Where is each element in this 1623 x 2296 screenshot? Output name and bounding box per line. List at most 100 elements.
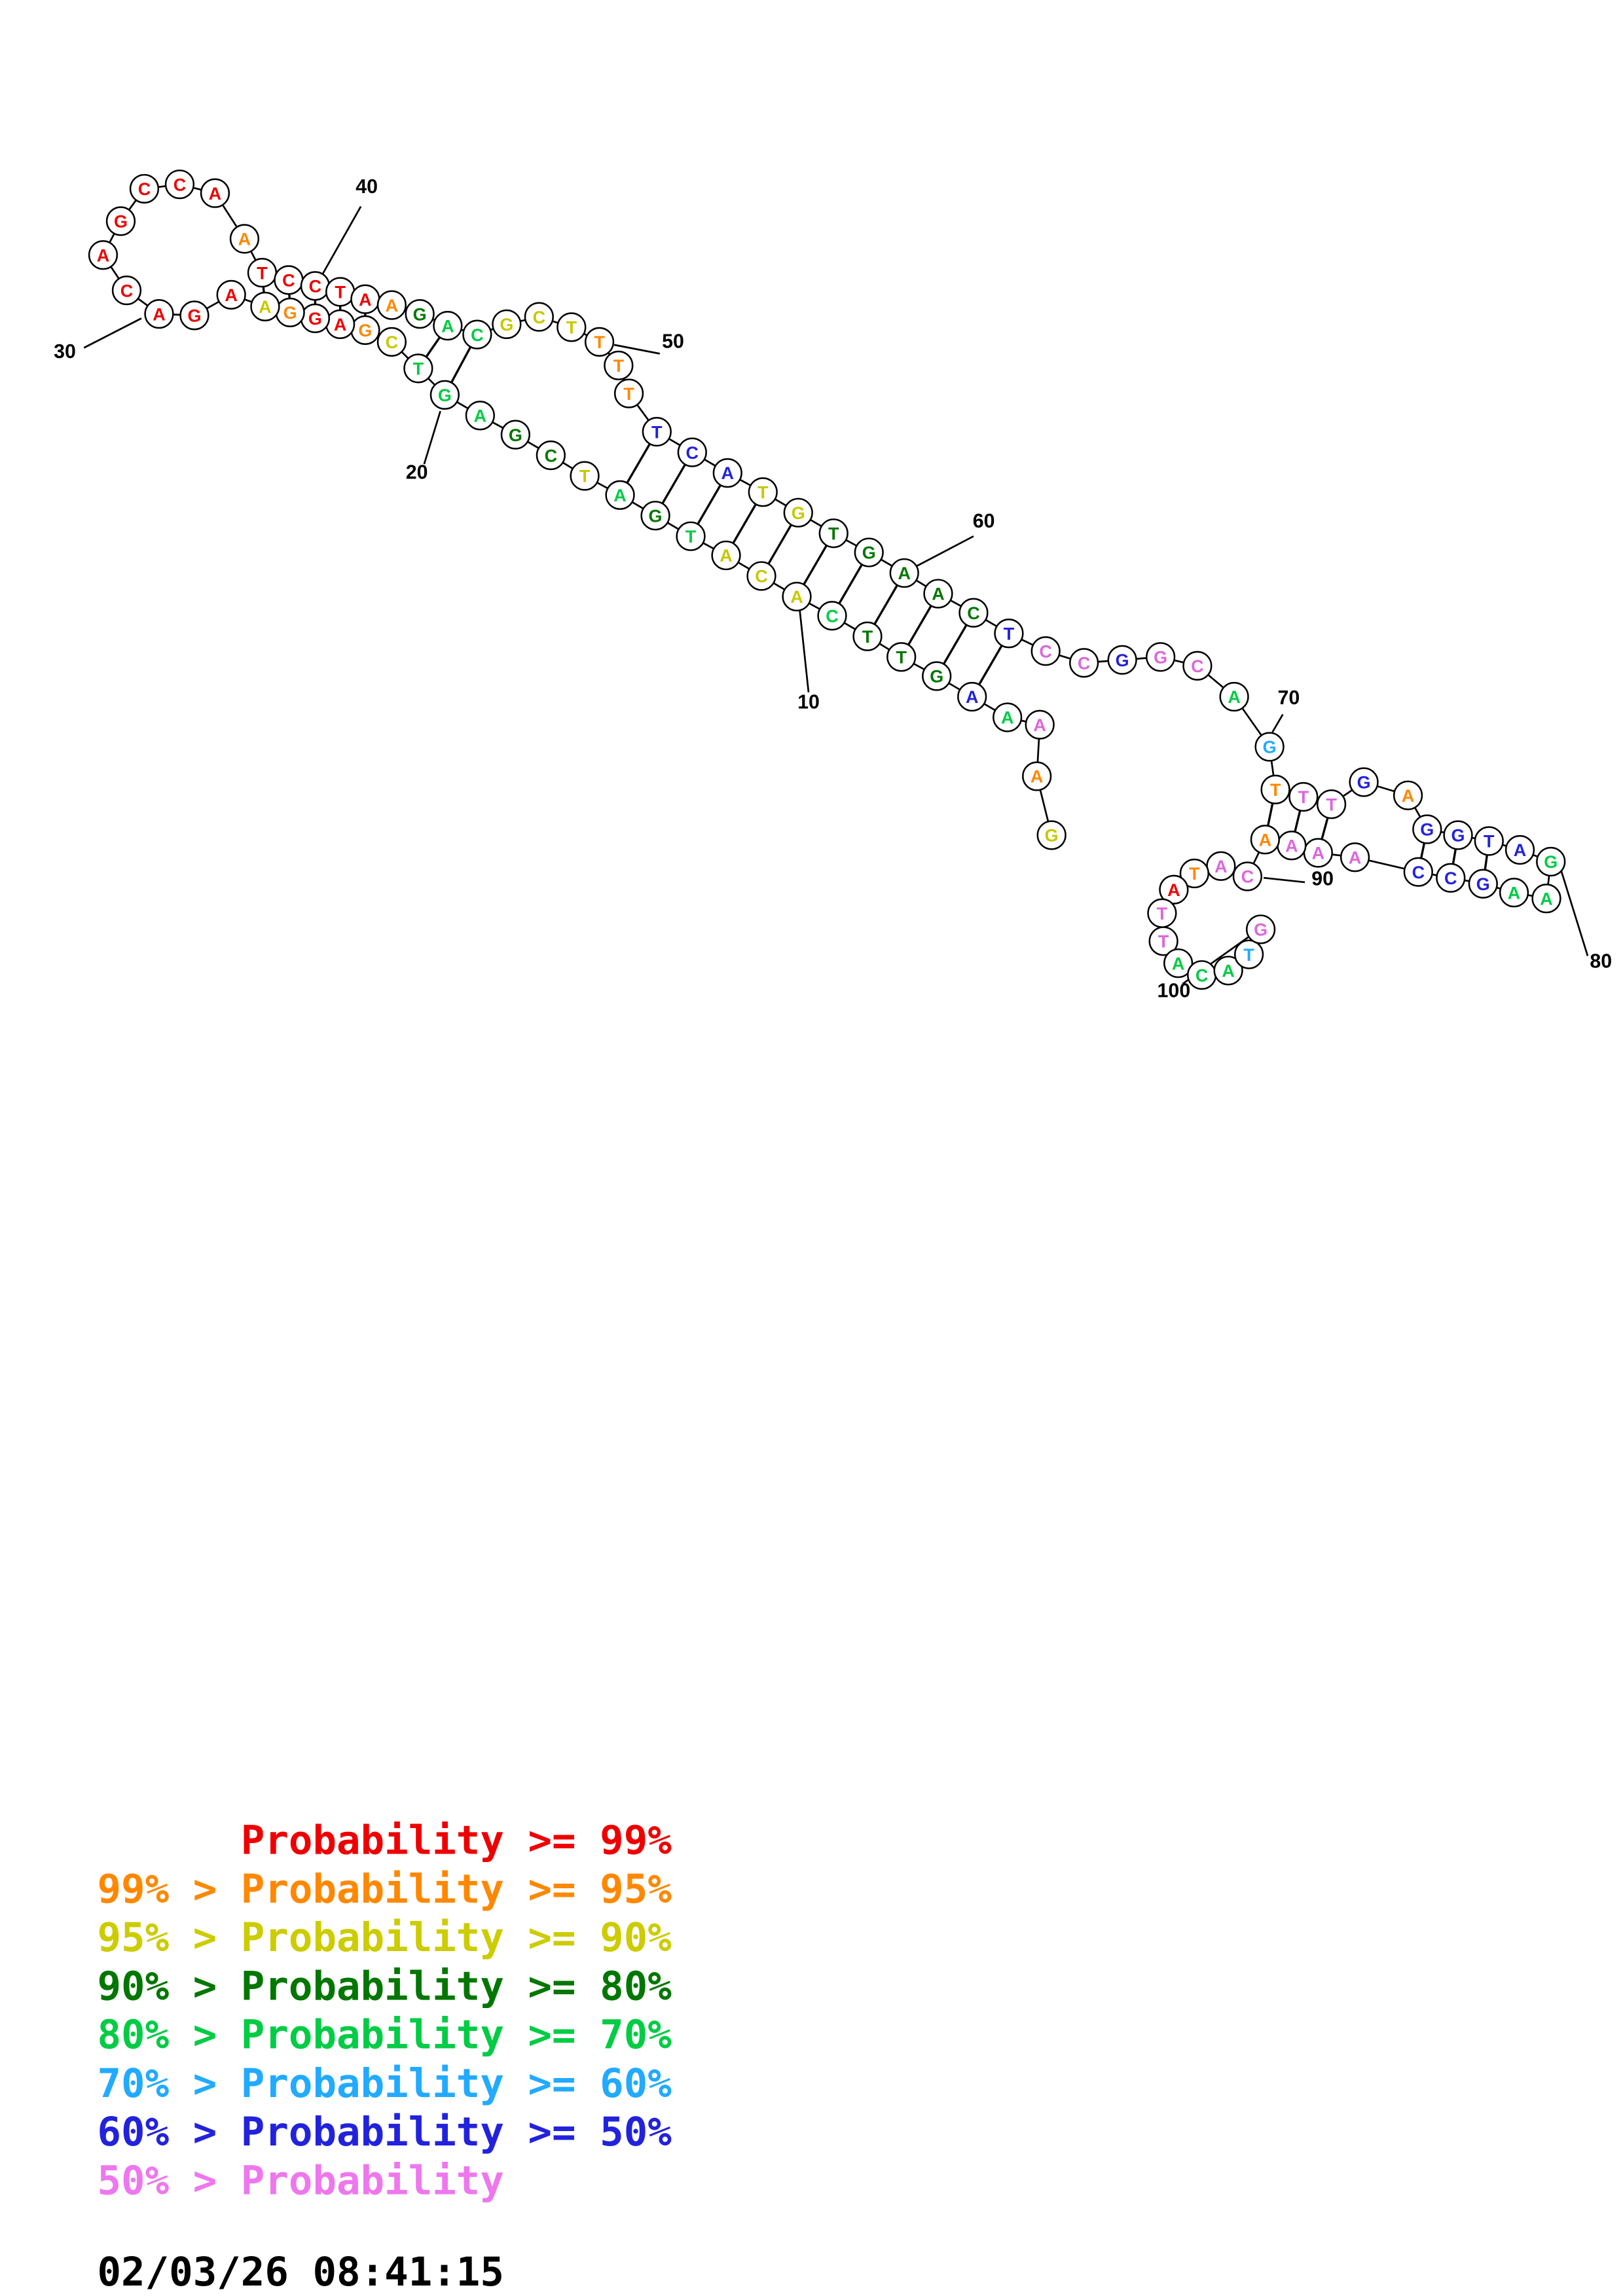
nucleotide-letter: A	[1214, 857, 1228, 876]
nucleotide-circle	[1036, 820, 1067, 850]
nucleotide-circle	[376, 327, 407, 357]
nucleotide-circle	[852, 621, 883, 651]
legend-row: Probability >= 99%	[97, 1818, 672, 1864]
nucleotide-letter: C	[309, 277, 322, 296]
nucleotide-circle	[1474, 826, 1504, 856]
legend-row: 50% > Probability	[97, 2158, 503, 2204]
nucleotide-letter: A	[1540, 889, 1553, 908]
nucleotide-letter: T	[1004, 624, 1015, 643]
nucleotide-circle	[1179, 858, 1209, 889]
nucleotide-circle	[1146, 642, 1176, 672]
nucleotide-circle	[556, 312, 587, 342]
position-label: 90	[1311, 868, 1334, 889]
nucleotide-letter: C	[1078, 653, 1091, 673]
nucleotide-letter: C	[686, 443, 699, 463]
label-pointer-line	[321, 206, 362, 275]
legend-row: 99% > Probability >= 95%	[97, 1867, 672, 1912]
nucleotide-letter: A	[441, 316, 454, 336]
legend-row: 70% > Probability >= 60%	[97, 2061, 672, 2107]
nucleotide-letter: C	[282, 271, 295, 291]
nucleotide-letter: C	[826, 606, 838, 626]
nucleotide-circle	[500, 420, 530, 450]
nucleotide-circle	[605, 480, 635, 510]
nucleotide-circle	[1499, 878, 1529, 908]
nucleotide-circle	[748, 477, 778, 507]
nucleotide-circle	[957, 681, 987, 712]
nucleotide-circle	[462, 319, 492, 350]
nucleotide-circle	[536, 440, 566, 471]
nucleotide-letter: T	[1157, 904, 1168, 924]
nucleotide-circle	[376, 290, 407, 320]
nucleotide-letter: A	[97, 245, 110, 265]
nucleotide-circle	[1159, 874, 1189, 905]
nucleotide-circle	[250, 291, 280, 321]
nucleotide-letter: G	[500, 315, 513, 334]
position-label: 10	[797, 692, 820, 713]
nucleotide-letter: G	[187, 306, 201, 326]
nucleotide-letter: C	[471, 325, 484, 345]
label-pointer-line	[1560, 870, 1589, 956]
nucleotide-letter: A	[1001, 708, 1014, 728]
nucleotide-letter: A	[1312, 844, 1325, 863]
nucleotide-letter: A	[790, 587, 803, 607]
nucleotide-circle	[642, 416, 672, 447]
nucleotide-circle	[1022, 761, 1052, 791]
nucleotide-letter: G	[308, 309, 322, 329]
nucleotide-circle	[1403, 857, 1433, 887]
nucleotide-letter: A	[1402, 786, 1415, 806]
nucleotide-letter: G	[1045, 826, 1059, 846]
label-pointer-line	[1263, 876, 1305, 884]
nucleotide-letter: G	[1263, 738, 1277, 757]
nucleotide-circle	[677, 437, 707, 467]
position-label: 40	[356, 176, 378, 198]
nucleotide-circle	[429, 380, 460, 410]
nucleotide-circle	[492, 309, 522, 339]
nucleotide-letter: G	[114, 212, 128, 232]
nucleotide-circle	[676, 521, 706, 551]
nucleotide-letter: A	[474, 406, 487, 426]
nucleotide-circle	[818, 518, 848, 548]
nucleotide-circle	[1393, 780, 1423, 810]
nucleotide-letter: G	[283, 303, 297, 323]
nucleotide-circle	[465, 401, 495, 431]
nucleotide-letter: A	[1259, 830, 1271, 850]
nucleotide-letter: A	[1222, 961, 1234, 981]
nucleotide-circle	[229, 224, 260, 254]
nucleotide-letter: T	[1484, 832, 1495, 852]
nucleotide-letter: C	[1412, 863, 1425, 882]
position-label: 30	[54, 341, 76, 363]
nucleotide-circle	[1250, 825, 1280, 855]
nucleotide-circle	[1234, 939, 1264, 969]
nucleotide-circle	[164, 170, 195, 200]
legend-row: 80% > Probability >= 70%	[97, 2013, 672, 2058]
nucleotide-circle	[584, 327, 615, 357]
nucleotide-circle	[711, 540, 741, 571]
nucleotide-letter: G	[1476, 874, 1490, 894]
nucleotide-circle	[854, 537, 884, 567]
nucleotide-circle	[993, 702, 1023, 732]
nucleotide-circle	[88, 240, 119, 270]
nucleotide-letter: T	[335, 283, 346, 302]
nucleotide-letter: T	[1158, 932, 1169, 952]
nucleotide-letter: A	[334, 315, 347, 334]
nucleotide-letter: A	[1508, 883, 1521, 903]
nucleotide-letter: G	[509, 425, 522, 445]
nucleotide-circle	[1340, 842, 1370, 872]
nucleotide-letter: G	[1544, 852, 1558, 872]
nucleotide-circle	[1148, 926, 1178, 956]
nucleotide-circle	[1219, 681, 1249, 712]
position-label-layer: 10 20 30 40 50 60 70 80 90 100	[54, 176, 1612, 1001]
nucleotide-letter: A	[613, 486, 627, 505]
nucleotide-letter: T	[1243, 945, 1254, 965]
nucleotide-letter: T	[613, 356, 625, 376]
nucleotide-circle	[922, 661, 952, 691]
position-label: 100	[1158, 980, 1191, 1001]
nucleotide-letter: G	[930, 667, 943, 687]
nucleotide-letter: C	[967, 603, 979, 623]
label-pointer-line	[799, 609, 810, 692]
nucleotide-letter: T	[257, 263, 268, 283]
nucleotide-letter: G	[1254, 920, 1267, 940]
nucleotide-letter: T	[896, 647, 907, 667]
probability-legend: Probability >= 99% 99% > Probability >= …	[97, 1818, 672, 2204]
